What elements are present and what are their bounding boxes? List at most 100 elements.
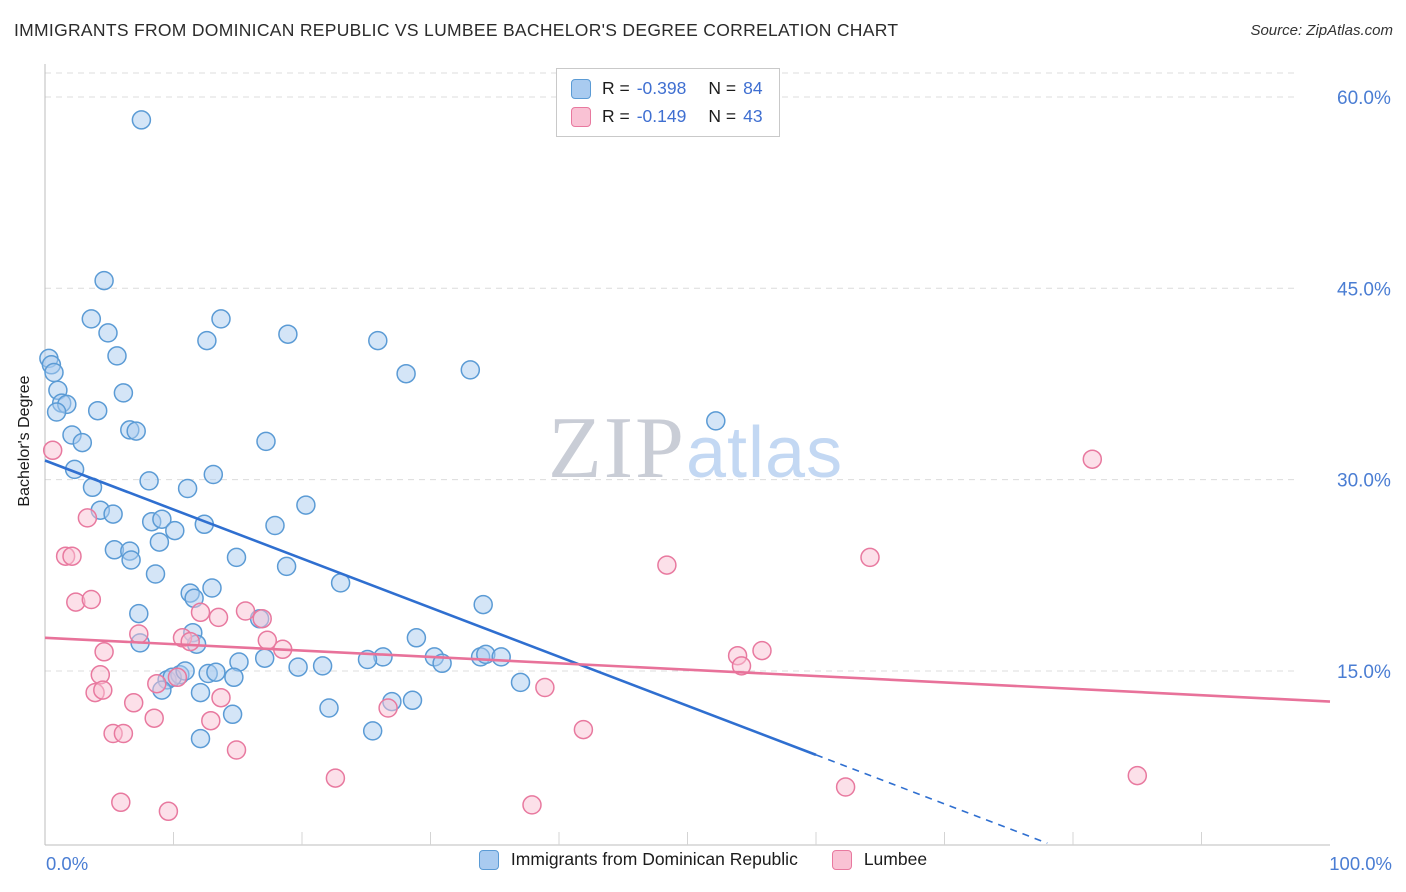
scatter-point-lumbee[interactable] xyxy=(123,693,144,713)
scatter-point-lumbee[interactable] xyxy=(201,710,221,731)
scatter-point-lumbee[interactable] xyxy=(835,777,856,797)
scatter-point-dominican[interactable] xyxy=(211,309,231,329)
scatter-point-dominican[interactable] xyxy=(145,564,166,584)
scatter-point-dominican[interactable] xyxy=(402,690,423,711)
scatter-point-lumbee[interactable] xyxy=(158,801,179,822)
scatter-point-dominican[interactable] xyxy=(197,330,217,351)
scatter-point-dominican[interactable] xyxy=(368,330,388,351)
scatter-point-dominican[interactable] xyxy=(152,509,172,529)
scatter-point-dominican[interactable] xyxy=(288,657,308,677)
scatter-point-lumbee[interactable] xyxy=(111,792,131,813)
scatter-point-lumbee[interactable] xyxy=(129,624,149,644)
scatter-point-lumbee[interactable] xyxy=(147,673,167,694)
scatter-point-dominican[interactable] xyxy=(129,603,149,624)
scatter-point-dominican[interactable] xyxy=(319,698,339,718)
scatter-point-dominican[interactable] xyxy=(190,728,211,749)
scatter-point-dominican[interactable] xyxy=(203,464,224,485)
scatter-point-dominican[interactable] xyxy=(139,471,159,491)
scatter-point-dominican[interactable] xyxy=(202,578,222,598)
scatter-point-dominican[interactable] xyxy=(312,656,333,676)
scatter-point-dominican[interactable] xyxy=(177,478,198,499)
scatter-point-dominican[interactable] xyxy=(406,628,427,648)
scatter-point-lumbee[interactable] xyxy=(113,723,134,744)
scatter-point-lumbee[interactable] xyxy=(752,640,772,661)
r-value: -0.149 xyxy=(636,106,687,126)
scatter-point-lumbee[interactable] xyxy=(535,677,555,698)
scatter-point-lumbee[interactable] xyxy=(180,631,200,652)
scatter-point-dominican[interactable] xyxy=(98,323,118,343)
scatter-point-lumbee[interactable] xyxy=(77,508,98,528)
n-label: N = xyxy=(708,106,737,126)
scatter-point-dominican[interactable] xyxy=(254,648,275,668)
scatter-point-dominican[interactable] xyxy=(44,362,64,383)
scatter-point-dominican[interactable] xyxy=(460,360,481,380)
correlation-row-dominican: R = -0.398 N = 84 xyxy=(571,78,763,99)
scatter-point-dominican[interactable] xyxy=(256,431,276,452)
scatter-point-dominican[interactable] xyxy=(276,556,297,577)
scatter-point-lumbee[interactable] xyxy=(190,602,211,623)
scatter-point-dominican[interactable] xyxy=(190,682,211,703)
legend-swatch-blue-icon xyxy=(571,78,591,99)
source-credit: Source: ZipAtlas.com xyxy=(1250,22,1393,39)
scatter-point-dominican[interactable] xyxy=(224,667,244,688)
scatter-point-dominican[interactable] xyxy=(165,520,185,541)
scatter-point-lumbee[interactable] xyxy=(1127,765,1148,786)
scatter-point-dominican[interactable] xyxy=(149,532,170,552)
scatter-point-lumbee[interactable] xyxy=(573,719,594,740)
scatter-point-lumbee[interactable] xyxy=(522,795,542,815)
trend-line-dominican xyxy=(44,459,817,757)
scatter-point-lumbee[interactable] xyxy=(226,740,247,760)
scatter-point-dominican[interactable] xyxy=(107,346,127,366)
scatter-point-dominican[interactable] xyxy=(278,324,298,344)
scatter-point-lumbee[interactable] xyxy=(42,440,63,461)
scatter-point-dominican[interactable] xyxy=(103,504,123,524)
scatter-point-dominican[interactable] xyxy=(131,110,152,130)
scatter-point-dominican[interactable] xyxy=(206,662,226,682)
correlation-legend-box: R = -0.398 N = 84 R = -0.149 N = 43 xyxy=(556,68,780,137)
legend-swatch-dominican-icon xyxy=(478,849,499,870)
n-value: 43 xyxy=(743,106,763,126)
x-min-label: 0.0% xyxy=(46,853,88,874)
scatter-point-dominican[interactable] xyxy=(81,309,102,329)
scatter-point-lumbee[interactable] xyxy=(93,680,113,700)
scatter-point-lumbee[interactable] xyxy=(860,547,880,568)
scatter-point-dominican[interactable] xyxy=(473,594,493,615)
scatter-point-dominican[interactable] xyxy=(222,704,243,725)
scatter-point-lumbee[interactable] xyxy=(252,608,272,629)
scatter-point-dominican[interactable] xyxy=(491,647,511,667)
scatter-point-dominican[interactable] xyxy=(226,547,247,568)
scatter-point-dominican[interactable] xyxy=(265,515,285,536)
scatter-point-dominican[interactable] xyxy=(87,400,108,421)
r-label: R = xyxy=(602,106,630,126)
scatter-point-lumbee[interactable] xyxy=(208,607,229,628)
scatter-point-lumbee[interactable] xyxy=(257,630,278,651)
scatter-point-dominican[interactable] xyxy=(396,363,416,384)
scatter-point-lumbee[interactable] xyxy=(211,687,231,708)
scatter-point-dominican[interactable] xyxy=(706,411,726,431)
scatter-point-lumbee[interactable] xyxy=(657,555,677,575)
series-legend: Immigrants from Dominican Republic Lumbe… xyxy=(0,849,1406,870)
scatter-point-dominican[interactable] xyxy=(362,721,383,741)
legend-label-dominican: Immigrants from Dominican Republic xyxy=(510,849,798,869)
scatter-point-dominican[interactable] xyxy=(126,421,146,441)
scatter-point-lumbee[interactable] xyxy=(94,642,114,662)
scatter-point-lumbee[interactable] xyxy=(325,768,346,788)
scatter-point-dominican[interactable] xyxy=(94,270,114,291)
scatter-point-lumbee[interactable] xyxy=(1082,449,1103,469)
scatter-point-lumbee[interactable] xyxy=(378,698,398,718)
scatter-point-lumbee[interactable] xyxy=(167,667,188,688)
scatter-point-dominican[interactable] xyxy=(46,402,67,422)
scatter-point-lumbee[interactable] xyxy=(62,546,82,566)
scatter-point-dominican[interactable] xyxy=(72,432,93,453)
scatter-point-lumbee[interactable] xyxy=(731,656,752,676)
scatter-point-dominican[interactable] xyxy=(296,495,316,515)
scatter-point-dominican[interactable] xyxy=(113,383,134,403)
correlation-row-lumbee: R = -0.149 N = 43 xyxy=(571,106,763,127)
scatter-point-dominican[interactable] xyxy=(121,550,141,570)
scatter-point-lumbee[interactable] xyxy=(235,601,256,621)
scatter-point-lumbee[interactable] xyxy=(144,708,164,728)
scatter-point-lumbee[interactable] xyxy=(81,589,102,610)
scatter-point-dominican[interactable] xyxy=(510,672,531,693)
y-tick-label: 45.0% xyxy=(1337,279,1391,300)
